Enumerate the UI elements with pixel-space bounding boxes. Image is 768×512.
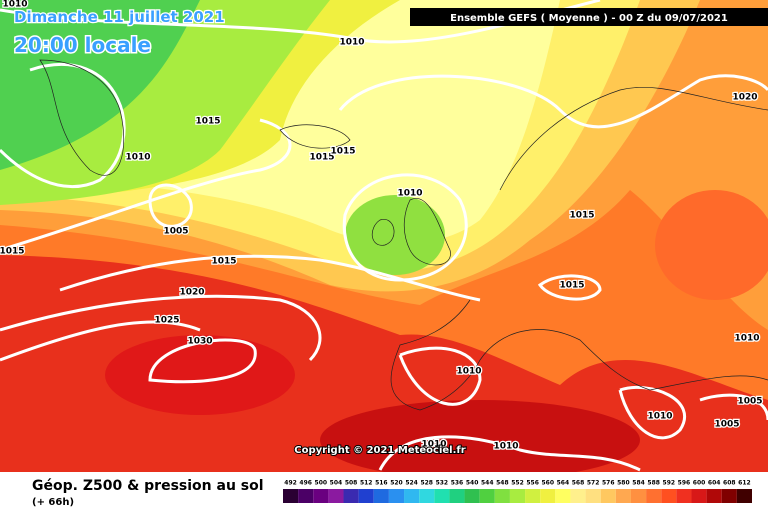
isobar-label: 1015 xyxy=(195,117,220,127)
isobar-label: 1005 xyxy=(714,420,739,430)
isobar-label: 1010 xyxy=(456,367,481,377)
scale-label: 536 xyxy=(451,480,464,487)
scale-label: 612 xyxy=(738,480,751,487)
isobar-label: 1010 xyxy=(421,440,446,450)
isobar-label: 1015 xyxy=(559,281,584,291)
scale-label: 540 xyxy=(466,480,479,487)
scale-swatch xyxy=(464,489,480,503)
scale-label: 560 xyxy=(541,480,554,487)
scale-label: 588 xyxy=(647,480,660,487)
isobar-label: 1015 xyxy=(309,153,334,163)
scale-swatch xyxy=(555,489,571,503)
scale-label: 504 xyxy=(330,480,343,487)
scale-swatch xyxy=(358,489,374,503)
isobar-label: 1010 xyxy=(734,334,759,344)
date: Dimanche 11 juillet 2021 xyxy=(14,8,225,26)
isobar-label: 1010 xyxy=(493,442,518,452)
scale-label: 512 xyxy=(360,480,373,487)
legend-title: Géop. Z500 & pression au sol xyxy=(32,478,264,494)
scale-label: 608 xyxy=(723,480,736,487)
scale-label: 548 xyxy=(496,480,509,487)
scale-label: 580 xyxy=(617,480,630,487)
scale-label: 572 xyxy=(587,480,600,487)
background-field xyxy=(0,0,768,480)
scale-swatch xyxy=(525,489,541,503)
scale-swatch xyxy=(343,489,359,503)
isobar-label: 1010 xyxy=(397,189,422,199)
scale-swatch xyxy=(570,489,586,503)
scale-label: 592 xyxy=(663,480,676,487)
isobar-label: 1025 xyxy=(154,316,179,326)
copyright: Copyright © 2021 Meteociel.fr xyxy=(294,445,465,456)
isobar-label: 1005 xyxy=(163,227,188,237)
scale-label: 516 xyxy=(375,480,388,487)
scale-swatch xyxy=(721,489,737,503)
scale-swatch xyxy=(706,489,722,503)
scale-swatch xyxy=(691,489,707,503)
isobars xyxy=(0,0,768,472)
run-info: Ensemble GEFS ( Moyenne ) - 00 Z du 09/0… xyxy=(450,13,728,24)
isobar-label: 1015 xyxy=(569,211,594,221)
scale-label: 524 xyxy=(405,480,418,487)
scale-swatch xyxy=(615,489,631,503)
scale-swatch xyxy=(479,489,495,503)
isobar-label: 1020 xyxy=(732,93,757,103)
scale-label: 496 xyxy=(299,480,312,487)
scale-label: 568 xyxy=(572,480,585,487)
run-banner xyxy=(410,8,768,26)
scale-label: 600 xyxy=(693,480,706,487)
isobar-label: 1010 xyxy=(2,0,27,10)
scale-swatch xyxy=(449,489,465,503)
scale-label: 604 xyxy=(708,480,721,487)
color-scale: 492 496 500 504 508 512 516 520 524 528 532 536 540 5… xyxy=(283,480,752,503)
scale-swatch xyxy=(585,489,601,503)
scale-label: 596 xyxy=(678,480,691,487)
scale-label: 532 xyxy=(436,480,449,487)
scale-label: 556 xyxy=(526,480,539,487)
scale-label: 492 xyxy=(284,480,297,487)
isobar-label: 1015 xyxy=(0,247,25,257)
scale-label: 508 xyxy=(345,480,358,487)
coastlines xyxy=(39,59,768,411)
scale-label: 500 xyxy=(315,480,328,487)
scale-swatch xyxy=(404,489,420,503)
scale-swatch xyxy=(540,489,556,503)
isobar-label: 1015 xyxy=(211,257,236,267)
scale-label: 584 xyxy=(632,480,645,487)
scale-swatch xyxy=(736,489,752,503)
isobar-label: 1010 xyxy=(125,153,150,163)
scale-swatch xyxy=(646,489,662,503)
scale-label: 528 xyxy=(420,480,433,487)
scale-swatch xyxy=(434,489,450,503)
scale-swatch xyxy=(509,489,526,503)
scale-swatch xyxy=(373,489,389,503)
isobar-label: 1015 xyxy=(330,147,355,157)
scale-label: 576 xyxy=(602,480,615,487)
scale-label: 564 xyxy=(557,480,570,487)
scale-label: 552 xyxy=(511,480,524,487)
isobar-label: 1020 xyxy=(179,288,204,298)
scale-swatch xyxy=(313,489,329,503)
scale-swatch xyxy=(283,489,299,503)
scale-swatch xyxy=(419,489,435,503)
scale-swatch xyxy=(600,489,616,503)
scale-swatch xyxy=(494,489,510,503)
isobar-label: 1005 xyxy=(737,397,762,407)
isobar-label: 1030 xyxy=(187,337,212,347)
local-time: 20:00 locale xyxy=(14,33,151,57)
scale-swatch xyxy=(388,489,405,503)
scale-swatch xyxy=(661,489,677,503)
isobar-label: 1010 xyxy=(647,412,672,422)
scale-label: 520 xyxy=(390,480,403,487)
scale-swatch xyxy=(328,489,344,503)
scale-swatch xyxy=(298,489,314,503)
scale-swatch xyxy=(676,489,692,503)
legend-subtitle: (+ 66h) xyxy=(32,497,74,508)
scale-swatch xyxy=(630,489,647,503)
isobar-label: 1010 xyxy=(339,38,364,48)
scale-label: 544 xyxy=(481,480,494,487)
